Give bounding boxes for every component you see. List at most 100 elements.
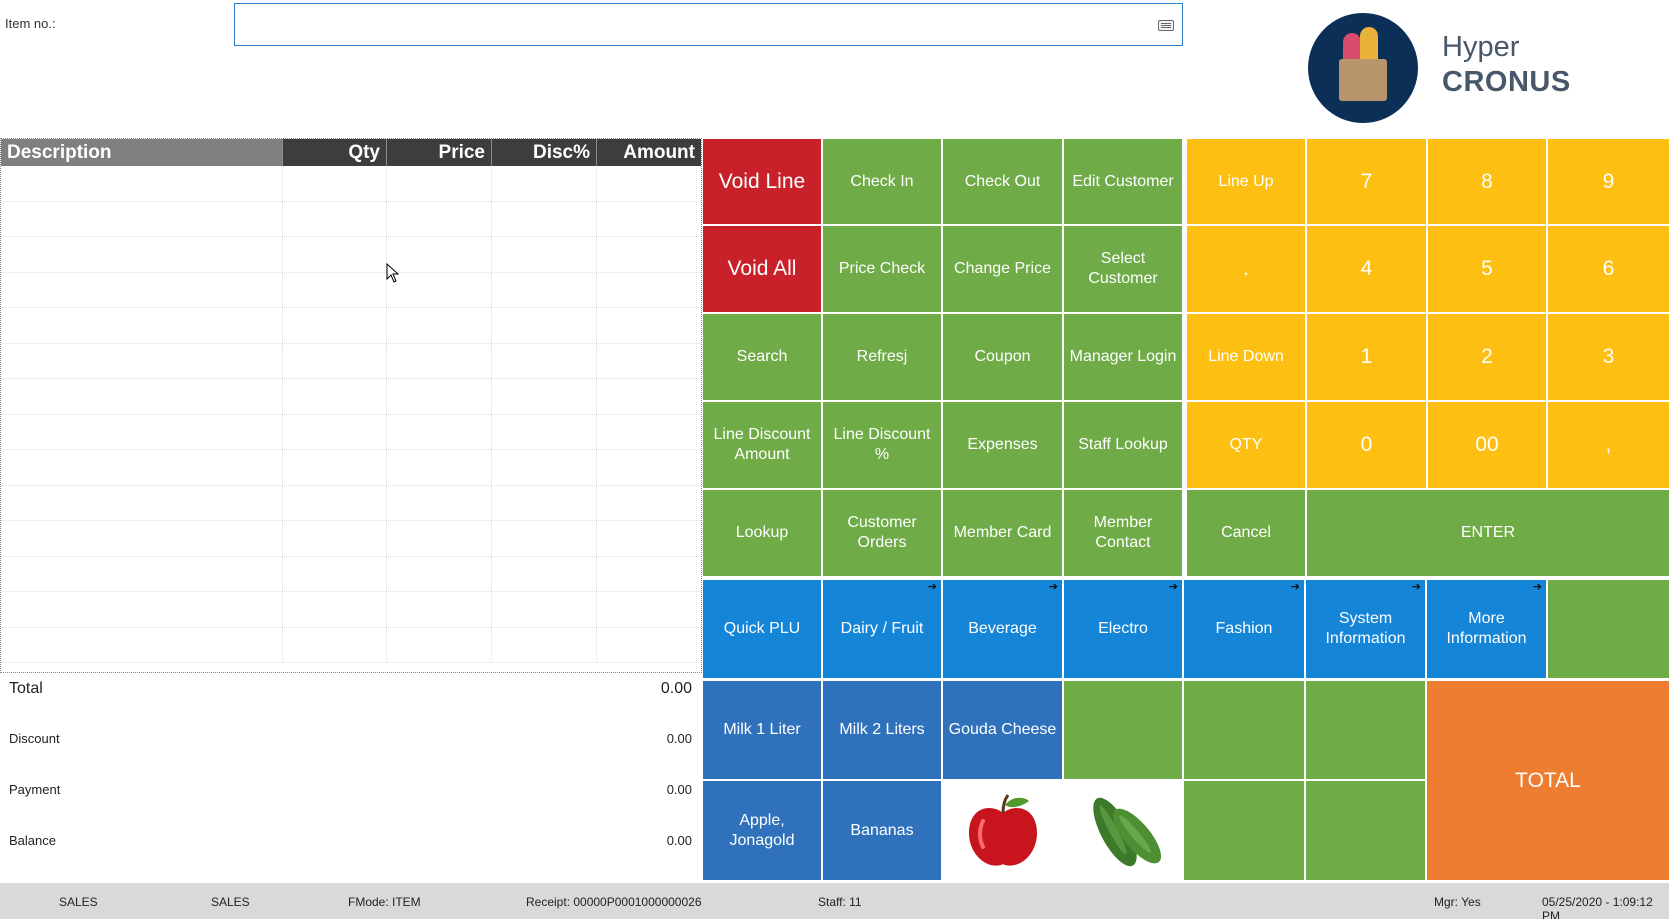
table-row[interactable] bbox=[1, 343, 701, 379]
more-information-button[interactable]: ➔ More Information bbox=[1427, 580, 1546, 678]
table-row[interactable] bbox=[1, 485, 701, 521]
column-header-disc[interactable]: Disc% bbox=[492, 139, 597, 166]
column-header-price[interactable]: Price bbox=[387, 139, 492, 166]
empty-green-button[interactable] bbox=[1064, 681, 1182, 779]
manager-login-button[interactable]: Manager Login bbox=[1064, 314, 1182, 400]
key-0-button[interactable]: 0 bbox=[1307, 402, 1426, 488]
line-discount-amount-button[interactable]: Line Discount Amount bbox=[703, 402, 821, 488]
empty-green-button[interactable] bbox=[1184, 681, 1304, 779]
table-cell bbox=[283, 379, 387, 414]
more-information-label: More Information bbox=[1446, 610, 1527, 647]
table-row[interactable] bbox=[1, 450, 701, 486]
search-button[interactable]: Search bbox=[703, 314, 821, 400]
table-cell bbox=[283, 592, 387, 627]
grocery-bag-icon bbox=[1339, 59, 1387, 101]
table-row[interactable] bbox=[1, 521, 701, 557]
key-2-button[interactable]: 2 bbox=[1428, 314, 1546, 400]
change-price-button[interactable]: Change Price bbox=[943, 226, 1062, 312]
coupon-button[interactable]: Coupon bbox=[943, 314, 1062, 400]
line-down-button[interactable]: Line Down bbox=[1187, 314, 1305, 400]
gouda-cheese-button[interactable]: Gouda Cheese bbox=[943, 681, 1062, 779]
table-row[interactable] bbox=[1, 414, 701, 450]
table-row[interactable] bbox=[1, 272, 701, 308]
keyboard-icon[interactable] bbox=[1158, 20, 1174, 31]
check-in-button[interactable]: Check In bbox=[823, 139, 941, 224]
price-check-button[interactable]: Price Check bbox=[823, 226, 941, 312]
table-cell bbox=[387, 201, 492, 236]
member-card-button[interactable]: Member Card bbox=[943, 490, 1062, 576]
table-cell bbox=[492, 450, 597, 485]
dairy-fruit-label: Dairy / Fruit bbox=[840, 620, 924, 637]
total-button[interactable]: TOTAL bbox=[1427, 681, 1669, 880]
system-information-button[interactable]: ➔ System Information bbox=[1306, 580, 1425, 678]
staff-lookup-button[interactable]: Staff Lookup bbox=[1064, 402, 1182, 488]
customer-orders-button[interactable]: Customer Orders bbox=[823, 490, 941, 576]
empty-green-button[interactable] bbox=[1306, 681, 1425, 779]
sales-lines-grid[interactable]: Description Qty Price Disc% Amount bbox=[0, 138, 702, 673]
enter-button[interactable]: ENTER bbox=[1307, 490, 1669, 576]
column-header-amount[interactable]: Amount bbox=[623, 141, 695, 163]
electro-button[interactable]: ➔ Electro bbox=[1064, 580, 1182, 678]
refresh-button[interactable]: Refresj bbox=[823, 314, 941, 400]
void-line-button[interactable]: Void Line bbox=[703, 139, 821, 224]
column-header-qty[interactable]: Qty bbox=[283, 139, 387, 166]
quick-plu-button[interactable]: Quick PLU bbox=[703, 580, 821, 678]
table-cell bbox=[492, 166, 597, 201]
qty-button[interactable]: QTY bbox=[1187, 402, 1305, 488]
table-cell bbox=[597, 557, 701, 592]
lookup-button[interactable]: Lookup bbox=[703, 490, 821, 576]
item-no-input[interactable] bbox=[235, 4, 1182, 45]
key-6-button[interactable]: 6 bbox=[1548, 226, 1669, 312]
table-row[interactable] bbox=[1, 166, 701, 202]
milk-1-liter-button[interactable]: Milk 1 Liter bbox=[703, 681, 821, 779]
grid-body[interactable] bbox=[1, 166, 701, 672]
table-cell bbox=[387, 414, 492, 449]
expenses-button[interactable]: Expenses bbox=[943, 402, 1062, 488]
member-contact-button[interactable]: Member Contact bbox=[1064, 490, 1182, 576]
milk-2-liters-button[interactable]: Milk 2 Liters bbox=[823, 681, 941, 779]
table-cell bbox=[597, 628, 701, 663]
empty-green-button[interactable] bbox=[1184, 781, 1304, 880]
table-cell bbox=[387, 450, 492, 485]
electro-label: Electro bbox=[1098, 620, 1148, 637]
cancel-button[interactable]: Cancel bbox=[1187, 490, 1305, 576]
table-row[interactable] bbox=[1, 592, 701, 628]
arrow-right-icon: ➔ bbox=[1048, 581, 1058, 593]
dairy-fruit-button[interactable]: ➔ Dairy / Fruit bbox=[823, 580, 941, 678]
apple-image-button[interactable] bbox=[943, 781, 1062, 880]
key-dot-button[interactable]: . bbox=[1187, 226, 1305, 312]
line-up-button[interactable]: Line Up bbox=[1187, 139, 1305, 224]
column-header-description[interactable]: Description bbox=[1, 139, 283, 166]
key-1-button[interactable]: 1 bbox=[1307, 314, 1426, 400]
key-8-button[interactable]: 8 bbox=[1428, 139, 1546, 224]
select-customer-button[interactable]: Select Customer bbox=[1064, 226, 1182, 312]
edit-customer-button[interactable]: Edit Customer bbox=[1064, 139, 1182, 224]
fashion-button[interactable]: ➔ Fashion bbox=[1184, 580, 1304, 678]
key-comma-button[interactable]: , bbox=[1548, 402, 1669, 488]
table-cell bbox=[492, 343, 597, 378]
apple-jonagold-button[interactable]: Apple, Jonagold bbox=[703, 781, 821, 880]
void-all-button[interactable]: Void All bbox=[703, 226, 821, 312]
table-row[interactable] bbox=[1, 627, 701, 663]
key-9-button[interactable]: 9 bbox=[1548, 139, 1669, 224]
check-out-button[interactable]: Check Out bbox=[943, 139, 1062, 224]
status-sales-1: SALES bbox=[59, 895, 98, 909]
table-cell bbox=[1, 343, 283, 378]
beverage-button[interactable]: ➔ Beverage bbox=[943, 580, 1062, 678]
table-row[interactable] bbox=[1, 308, 701, 344]
key-3-button[interactable]: 3 bbox=[1548, 314, 1669, 400]
table-row[interactable] bbox=[1, 556, 701, 592]
key-00-button[interactable]: 00 bbox=[1428, 402, 1546, 488]
table-cell bbox=[283, 166, 387, 201]
key-7-button[interactable]: 7 bbox=[1307, 139, 1426, 224]
key-4-button[interactable]: 4 bbox=[1307, 226, 1426, 312]
table-row[interactable] bbox=[1, 237, 701, 273]
key-5-button[interactable]: 5 bbox=[1428, 226, 1546, 312]
line-discount-percent-button[interactable]: Line Discount % bbox=[823, 402, 941, 488]
empty-green-button[interactable] bbox=[1306, 781, 1425, 880]
table-row[interactable] bbox=[1, 201, 701, 237]
table-row[interactable] bbox=[1, 379, 701, 415]
empty-green-button[interactable] bbox=[1548, 580, 1669, 678]
bananas-button[interactable]: Bananas bbox=[823, 781, 941, 880]
cucumber-image-button[interactable] bbox=[1064, 781, 1182, 880]
